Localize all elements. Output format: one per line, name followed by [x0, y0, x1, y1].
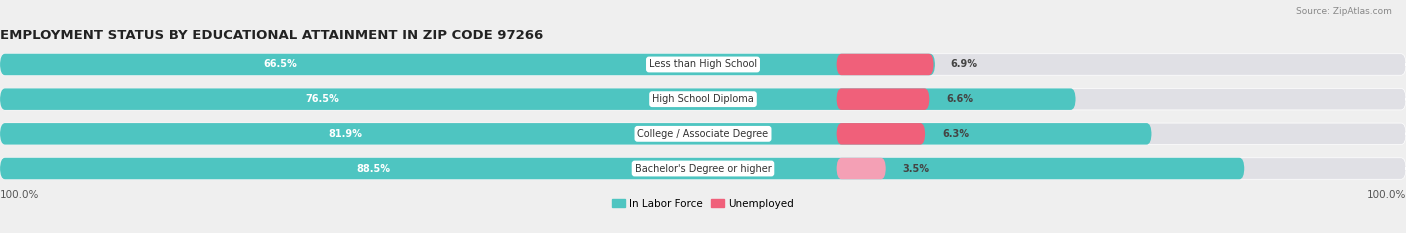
FancyBboxPatch shape — [0, 54, 935, 75]
Text: 66.5%: 66.5% — [263, 59, 298, 69]
Text: 100.0%: 100.0% — [0, 190, 39, 200]
FancyBboxPatch shape — [0, 158, 1406, 179]
Text: EMPLOYMENT STATUS BY EDUCATIONAL ATTAINMENT IN ZIP CODE 97266: EMPLOYMENT STATUS BY EDUCATIONAL ATTAINM… — [0, 29, 543, 42]
Text: 81.9%: 81.9% — [329, 129, 363, 139]
FancyBboxPatch shape — [0, 123, 1406, 145]
Text: 3.5%: 3.5% — [903, 164, 929, 174]
Text: 6.3%: 6.3% — [942, 129, 969, 139]
Text: High School Diploma: High School Diploma — [652, 94, 754, 104]
Text: 76.5%: 76.5% — [305, 94, 340, 104]
Text: Source: ZipAtlas.com: Source: ZipAtlas.com — [1296, 7, 1392, 16]
FancyBboxPatch shape — [0, 54, 1406, 75]
Text: 88.5%: 88.5% — [356, 164, 391, 174]
FancyBboxPatch shape — [837, 88, 929, 110]
FancyBboxPatch shape — [837, 158, 886, 179]
FancyBboxPatch shape — [0, 88, 1076, 110]
Text: 6.6%: 6.6% — [946, 94, 973, 104]
Text: Bachelor's Degree or higher: Bachelor's Degree or higher — [634, 164, 772, 174]
FancyBboxPatch shape — [0, 123, 1152, 145]
Text: Less than High School: Less than High School — [650, 59, 756, 69]
Text: 100.0%: 100.0% — [1367, 190, 1406, 200]
Legend: In Labor Force, Unemployed: In Labor Force, Unemployed — [609, 194, 797, 213]
Text: 6.9%: 6.9% — [950, 59, 977, 69]
FancyBboxPatch shape — [0, 158, 1244, 179]
FancyBboxPatch shape — [837, 123, 925, 145]
FancyBboxPatch shape — [837, 54, 934, 75]
Text: College / Associate Degree: College / Associate Degree — [637, 129, 769, 139]
FancyBboxPatch shape — [0, 88, 1406, 110]
